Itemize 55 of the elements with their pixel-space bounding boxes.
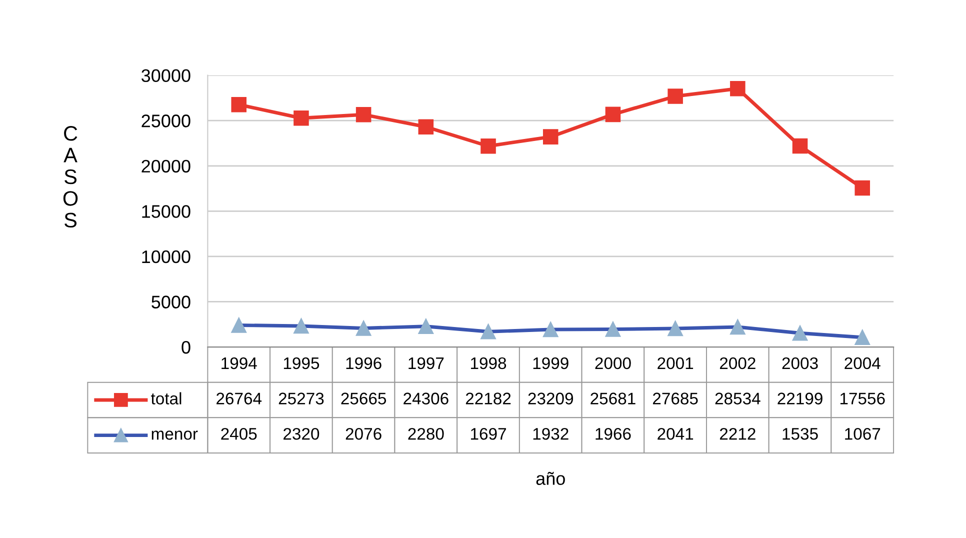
data-label: 23209 <box>528 392 574 404</box>
y-tick-label: 5000 <box>152 296 190 308</box>
y-tick-label: 15000 <box>142 205 190 218</box>
x-tick-label: 1994 <box>222 357 257 370</box>
point <box>854 180 870 196</box>
data-label: 2212 <box>720 428 756 440</box>
y-axis-title: CASOS <box>63 126 78 228</box>
data-label: 1932 <box>533 428 568 440</box>
data-label: 22199 <box>778 392 822 404</box>
data-label: 1966 <box>596 428 631 440</box>
x-tick-label: 1997 <box>408 357 444 370</box>
data-label: 2076 <box>346 428 382 440</box>
y-tick-label: 0 <box>182 340 190 354</box>
data-label: 17556 <box>840 392 885 404</box>
x-tick-label: 2003 <box>782 357 818 370</box>
x-tick-label: 2001 <box>658 357 694 370</box>
x-tick-label: 2002 <box>720 357 756 370</box>
point <box>730 80 746 96</box>
data-label: 27685 <box>652 392 698 404</box>
y-tick-label: 20000 <box>142 160 190 173</box>
x-tick-label: 1995 <box>284 357 320 370</box>
point <box>480 138 496 154</box>
data-label: 25681 <box>590 392 636 404</box>
data-label: 2280 <box>408 428 444 440</box>
data-label: 1697 <box>471 428 506 440</box>
point <box>542 129 558 144</box>
data-label: 2041 <box>658 428 694 440</box>
point <box>418 119 434 135</box>
x-tick-label: 1999 <box>533 357 568 370</box>
x-tick-label: 2000 <box>595 357 631 370</box>
data-label: 1535 <box>782 428 818 440</box>
data-label: 1067 <box>845 428 880 440</box>
data-label: 22182 <box>466 392 511 404</box>
legend-label: menor <box>152 430 198 440</box>
y-tick-label: 25000 <box>142 114 190 128</box>
data-label: 26764 <box>216 392 262 404</box>
point <box>792 138 808 154</box>
legend-label: total <box>151 392 182 404</box>
point <box>294 110 309 126</box>
point <box>668 88 683 104</box>
point <box>231 96 247 112</box>
data-label: 2320 <box>284 428 320 440</box>
x-tick-label: 2004 <box>844 357 880 370</box>
point <box>605 106 621 122</box>
data-label: 24306 <box>404 392 448 404</box>
y-tick-label: 10000 <box>142 250 190 264</box>
point <box>356 106 372 122</box>
y-tick-label: 30000 <box>142 69 190 82</box>
data-label: 2405 <box>221 428 257 440</box>
text: año <box>536 472 565 485</box>
data-label: 25665 <box>341 392 386 404</box>
x-tick-label: 1996 <box>346 357 382 370</box>
data-label: 25273 <box>278 392 324 404</box>
x-tick-label: 1998 <box>471 357 506 370</box>
data-label: 28534 <box>715 392 760 404</box>
